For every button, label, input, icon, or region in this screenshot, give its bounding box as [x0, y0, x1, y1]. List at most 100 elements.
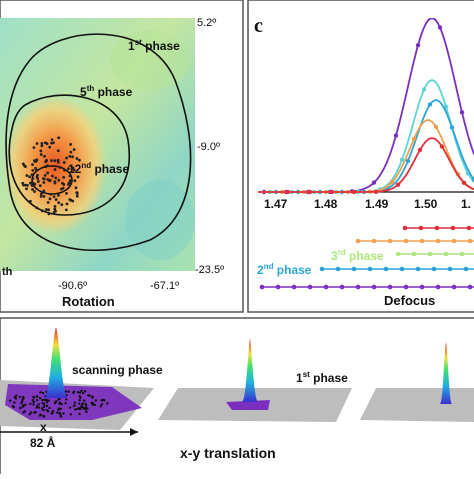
scan-point	[73, 404, 76, 407]
defocus-point	[399, 157, 405, 163]
phase-point	[447, 266, 453, 272]
defocus-point	[411, 136, 417, 141]
defocus-point	[439, 144, 445, 149]
scatter-point	[35, 142, 39, 145]
scatter-point	[67, 167, 70, 171]
scatter-point	[59, 187, 63, 191]
scatter-point	[33, 159, 36, 163]
scatter-point	[47, 208, 51, 212]
scatter-point	[50, 141, 54, 145]
label-x-axis: x	[40, 420, 47, 434]
scan-point	[22, 397, 25, 400]
scan-point	[35, 395, 39, 398]
phase-point	[367, 266, 373, 272]
scan-point	[58, 411, 61, 415]
phase-label-3rd: 3rd phase	[331, 248, 384, 263]
defocus-point	[395, 182, 401, 187]
scan-point	[67, 390, 70, 393]
defocus-point	[405, 158, 411, 164]
scatter-point	[62, 183, 66, 186]
scan-point	[8, 399, 12, 402]
scatter-point	[35, 206, 39, 210]
phase-point	[467, 284, 473, 290]
defocus-point	[433, 124, 439, 129]
scan-point	[45, 404, 49, 408]
defocus-point	[389, 180, 395, 185]
scatter-point	[75, 157, 79, 160]
scatter-point	[42, 181, 46, 184]
x-tick-right: -67.1º	[150, 280, 179, 292]
scan-point	[78, 412, 81, 416]
contour-label-1st: 1st phase	[128, 38, 180, 53]
scan-point	[106, 402, 109, 405]
label-scale: 82 Å	[30, 435, 56, 450]
scan-point	[29, 411, 33, 414]
scan-point	[43, 398, 46, 402]
scatter-point	[35, 168, 38, 172]
scatter-point	[40, 144, 44, 148]
phase-point	[307, 284, 313, 290]
scatter-point	[53, 180, 57, 184]
scatter-point	[53, 168, 57, 171]
scatter-point	[69, 143, 72, 146]
scatter-point	[74, 186, 78, 190]
defocus-point	[427, 102, 433, 107]
scatter-point	[67, 181, 71, 185]
scatter-point	[75, 194, 79, 198]
scan-point	[13, 401, 16, 404]
scan-point	[56, 411, 59, 414]
scatter-point	[40, 192, 43, 196]
x-tick-left: -90.6º	[58, 280, 87, 292]
scan-point	[39, 391, 42, 394]
scan-point	[33, 411, 36, 414]
defocus-point	[373, 189, 379, 194]
scatter-point	[42, 177, 46, 181]
scan-point	[64, 401, 67, 405]
scan-point	[74, 408, 77, 411]
translation-panel: scanning phase 1st phase x 82 Å x-y tran…	[0, 317, 474, 479]
scatter-point	[43, 173, 47, 177]
phase-point	[319, 266, 325, 272]
scan-point	[42, 405, 46, 408]
phase-point	[466, 225, 472, 231]
defocus-tick-1: 1.47	[264, 197, 288, 211]
scan-point	[51, 411, 54, 414]
scan-point	[58, 401, 62, 405]
phase-point	[351, 266, 357, 272]
defocus-panel: c 1.47 1.48 1.49 1.50 1. 3rd phase 2nd p…	[247, 0, 474, 313]
scatter-point	[57, 136, 61, 140]
scan-point	[47, 399, 50, 402]
contour-5th	[8, 94, 131, 216]
scatter-point	[78, 158, 81, 162]
y-tick-bottom: -23.5º	[195, 264, 224, 276]
scatter-point	[54, 176, 58, 180]
scan-point	[83, 390, 87, 393]
phase-point	[355, 238, 361, 244]
phase-point	[415, 266, 421, 272]
defocus-point	[371, 180, 377, 185]
scatter-points	[21, 136, 81, 216]
plane-later	[360, 388, 474, 422]
scatter-point	[58, 166, 62, 169]
x-axis-label-translation: x-y translation	[180, 445, 276, 461]
scatter-point	[29, 181, 32, 185]
scatter-point	[31, 188, 34, 191]
scan-point	[69, 413, 73, 416]
contour-label-12nd: 12nd phase	[68, 161, 129, 176]
phase-point	[419, 284, 425, 290]
scan-point	[65, 398, 68, 401]
edge-label: th	[2, 266, 13, 278]
scatter-point	[40, 142, 44, 145]
defocus-point	[459, 110, 465, 115]
defocus-point	[461, 180, 467, 186]
scan-point	[86, 407, 89, 410]
scan-point	[43, 415, 46, 418]
phase-point	[403, 238, 409, 244]
scatter-point	[65, 156, 68, 160]
label-scanning-phase: scanning phase	[72, 363, 163, 377]
scan-point	[84, 402, 87, 406]
scatter-point	[31, 184, 34, 188]
phase-point	[403, 284, 409, 290]
scan-point	[11, 405, 15, 408]
peak-scanning	[44, 327, 68, 398]
